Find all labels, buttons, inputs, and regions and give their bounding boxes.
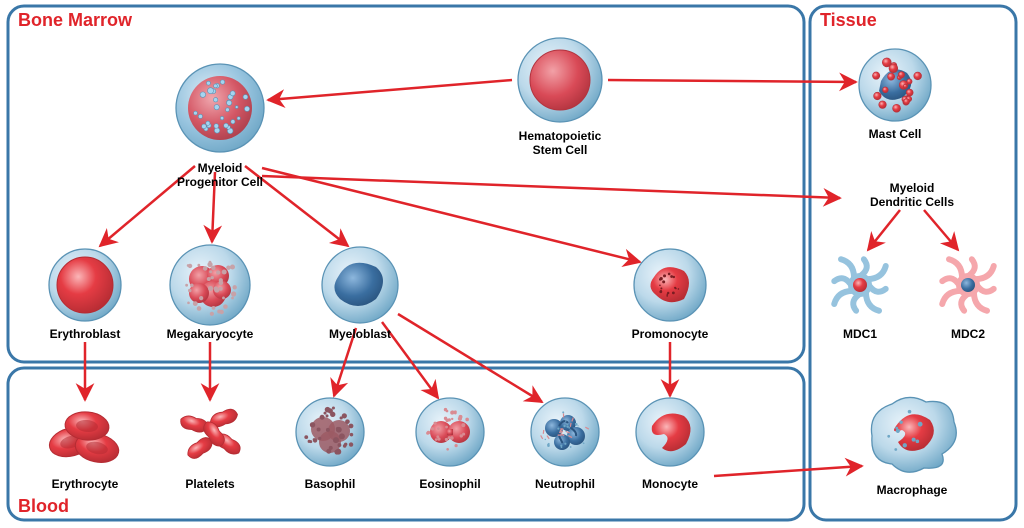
cell-platelets: [178, 407, 243, 461]
cell-erythrocyte: [46, 410, 121, 466]
compartment-label-blood: Blood: [18, 496, 69, 517]
cell-basophil: [296, 398, 364, 466]
cell-neutrophil: [531, 398, 599, 466]
hematopoiesis-diagram: HematopoieticStem Cell MyeloidProgenitor …: [0, 0, 1024, 528]
label-myeloblast: Myeloblast: [329, 328, 391, 342]
label-basophil: Basophil: [305, 478, 356, 492]
cell-mpc: [176, 64, 264, 152]
diagram-svg: [0, 0, 1024, 528]
cell-eosinophil: [416, 398, 484, 466]
label-mastcell: Mast Cell: [869, 128, 922, 142]
label-eosinophil: Eosinophil: [419, 478, 480, 492]
label-promonocyte: Promonocyte: [632, 328, 709, 342]
compartment-label-bone-marrow: Bone Marrow: [18, 10, 132, 31]
label-macrophage: Macrophage: [877, 484, 948, 498]
cell-erythroblast: [49, 249, 121, 321]
label-platelets: Platelets: [185, 478, 234, 492]
label-erythrocyte: Erythrocyte: [52, 478, 119, 492]
label-megakaryocyte: Megakaryocyte: [167, 328, 254, 342]
cell-mdc1: [834, 259, 886, 311]
label-monocyte: Monocyte: [642, 478, 698, 492]
label-mdc1: MDC1: [843, 328, 877, 342]
cell-myeloblast: [322, 247, 398, 323]
cell-mastcell: [859, 49, 931, 121]
cell-mdc2: [942, 259, 994, 311]
label-erythroblast: Erythroblast: [50, 328, 121, 342]
cell-hsc: [518, 38, 602, 122]
label-mpc: MyeloidProgenitor Cell: [177, 162, 263, 190]
cell-macrophage: [871, 397, 956, 472]
cell-megakaryocyte: [170, 245, 250, 325]
label-mdc: MyeloidDendritic Cells: [870, 182, 954, 210]
compartment-label-tissue: Tissue: [820, 10, 877, 31]
label-hsc: HematopoieticStem Cell: [519, 130, 602, 158]
cell-promonocyte: [634, 249, 706, 321]
label-neutrophil: Neutrophil: [535, 478, 595, 492]
cell-monocyte: [636, 398, 704, 466]
label-mdc2: MDC2: [951, 328, 985, 342]
